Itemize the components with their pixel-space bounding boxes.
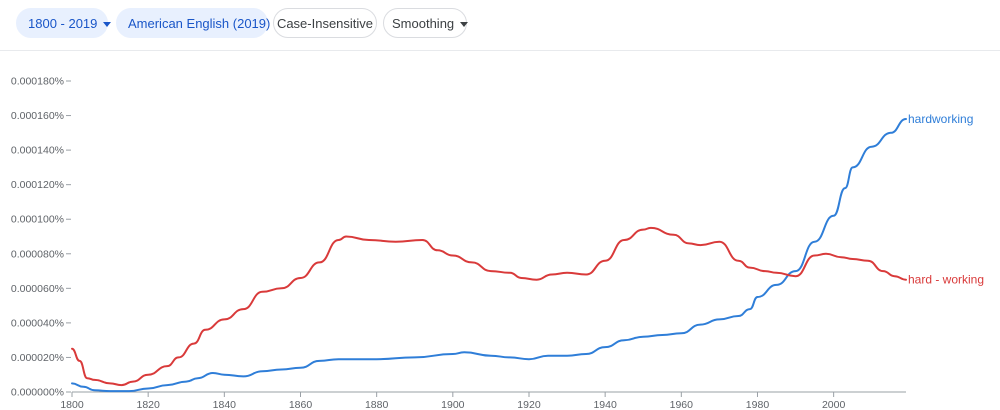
- y-tick-label: 0.000120%: [11, 179, 64, 191]
- y-tick-label: 0.000080%: [11, 248, 64, 260]
- x-tick-label: 1880: [365, 399, 389, 410]
- y-tick-label: 0.000100%: [11, 214, 64, 226]
- x-tick-label: 2000: [822, 399, 846, 410]
- x-tick-label: 1940: [593, 399, 617, 410]
- date-range-dropdown[interactable]: 1800 - 2019: [16, 8, 112, 38]
- y-tick-label: 0.000140%: [11, 145, 64, 157]
- x-tick-label: 1960: [670, 399, 694, 410]
- y-tick-label: 0.000180%: [11, 76, 64, 88]
- date-range-label: 1800 - 2019: [28, 16, 98, 31]
- series-line-hard-working[interactable]: [71, 226, 907, 387]
- series-label[interactable]: hard - working: [908, 273, 984, 287]
- y-tick-label: 0.000060%: [11, 283, 64, 295]
- smoothing-dropdown[interactable]: Smoothing: [383, 8, 469, 38]
- ngram-line-chart: 0.000000% 0.000020% 0.000040% 0.000060% 0.00…: [11, 76, 984, 410]
- smoothing-label: Smoothing: [392, 16, 455, 31]
- series-label[interactable]: hardworking: [908, 112, 973, 126]
- x-axis: 1800 1820 1840 1860 1880 1900 1920 1940 1960 1980…: [60, 391, 906, 410]
- corpus-label: American English (2019): [128, 16, 271, 31]
- y-tick-label: 0.000160%: [11, 110, 64, 122]
- y-tick-label: 0.000020%: [11, 352, 64, 364]
- x-tick-label: 1800: [60, 399, 84, 410]
- x-tick-label: 1860: [289, 399, 313, 410]
- y-axis: 0.000000% 0.000020% 0.000040% 0.000060% 0.00…: [11, 76, 71, 399]
- filter-toolbar: 1800 - 2019 American English (2019) Case…: [0, 0, 1000, 51]
- x-tick-label: 1820: [136, 399, 160, 410]
- y-tick-label: 0.000040%: [11, 317, 64, 329]
- series-line-hardworking[interactable]: [71, 118, 907, 393]
- case-insensitive-toggle[interactable]: Case-Insensitive: [273, 8, 377, 38]
- x-tick-label: 1920: [517, 399, 541, 410]
- series-layer: hardworking hard - working: [71, 112, 984, 393]
- caret-down-icon: [103, 22, 112, 28]
- corpus-dropdown[interactable]: American English (2019): [116, 8, 285, 38]
- case-insensitive-label: Case-Insensitive: [276, 16, 374, 31]
- y-tick-label: 0.000000%: [11, 387, 64, 399]
- x-tick-label: 1900: [441, 399, 465, 410]
- x-tick-label: 1980: [746, 399, 770, 410]
- caret-down-icon: [460, 22, 469, 28]
- x-tick-label: 1840: [213, 399, 237, 410]
